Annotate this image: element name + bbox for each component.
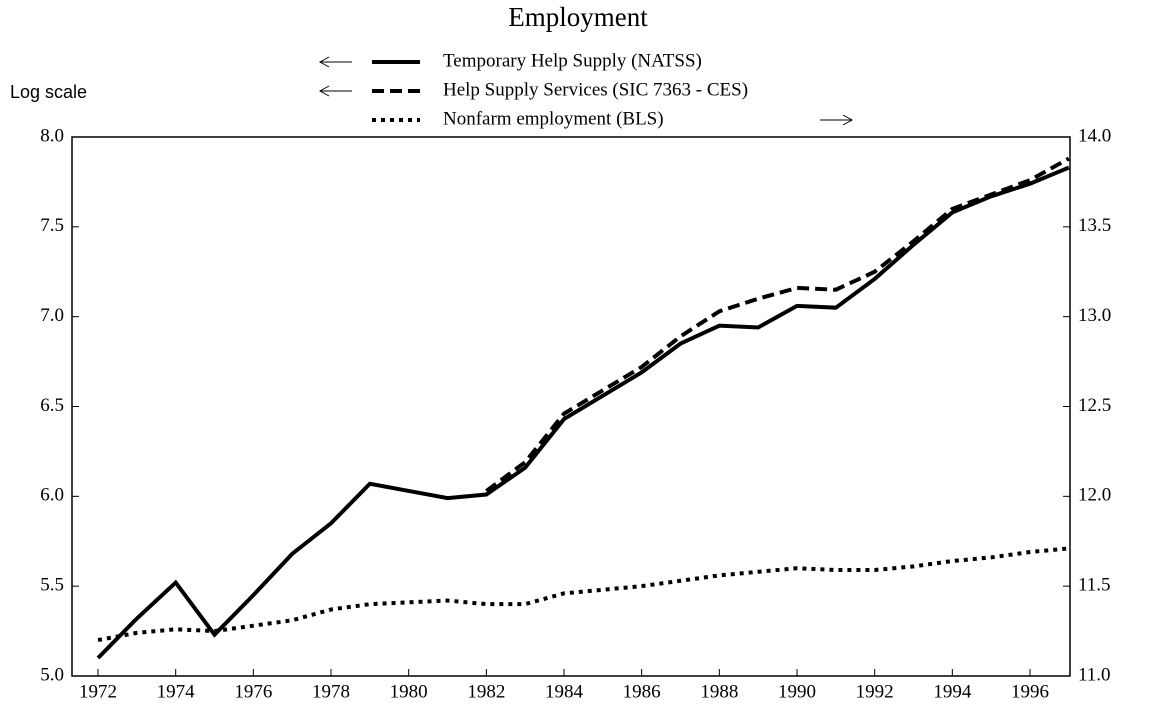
- chart-title: Employment: [508, 2, 648, 32]
- plot-frame: [71, 136, 1071, 677]
- legend-label: Help Supply Services (SIC 7363 - CES): [443, 79, 748, 100]
- series-line: [96, 165, 1070, 660]
- x-tick-label: 1980: [390, 681, 428, 702]
- y2-tick-label: 13.5: [1078, 215, 1111, 236]
- y2-tick-label: 11.5: [1078, 575, 1111, 596]
- legend-axis-arrow: [820, 114, 854, 126]
- y-tick-label: 7.0: [40, 305, 64, 326]
- legend-label: Nonfarm employment (BLS): [443, 108, 664, 129]
- x-tick-label: 1992: [856, 681, 894, 702]
- series-line: [485, 156, 1070, 493]
- y-tick-label: 6.5: [40, 395, 64, 416]
- x-tick-label: 1996: [1011, 681, 1049, 702]
- x-tick-label: 1978: [312, 681, 350, 702]
- x-tick-label: 1990: [778, 681, 816, 702]
- x-tick-label: 1972: [79, 681, 117, 702]
- series-line: [97, 546, 1070, 643]
- legend-label: Temporary Help Supply (NATSS): [443, 50, 702, 71]
- x-tick-label: 1974: [157, 681, 196, 702]
- x-tick-label: 1976: [234, 681, 272, 702]
- y2-tick-label: 14.0: [1078, 125, 1111, 146]
- x-tick-label: 1982: [467, 681, 505, 702]
- y2-tick-label: 11.0: [1078, 664, 1111, 685]
- x-tick-label: 1994: [933, 681, 972, 702]
- y-tick-label: 8.0: [40, 125, 64, 146]
- x-tick-label: 1984: [545, 681, 584, 702]
- annotation: Log scale: [10, 82, 87, 102]
- y2-tick-label: 12.0: [1078, 485, 1111, 506]
- legend-axis-arrow: [318, 56, 352, 68]
- legend-axis-arrow: [318, 85, 352, 97]
- y-tick-label: 5.0: [40, 664, 64, 685]
- x-tick-label: 1986: [623, 681, 661, 702]
- y2-tick-label: 13.0: [1078, 305, 1111, 326]
- y-tick-label: 7.5: [40, 215, 64, 236]
- y2-tick-label: 12.5: [1078, 395, 1111, 416]
- y-tick-label: 6.0: [40, 485, 64, 506]
- x-tick-label: 1988: [700, 681, 738, 702]
- y-tick-label: 5.5: [40, 575, 64, 596]
